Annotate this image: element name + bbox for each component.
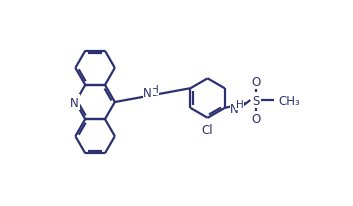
Text: CH₃: CH₃	[278, 94, 300, 107]
Text: H: H	[235, 99, 243, 109]
Text: N: N	[70, 96, 79, 109]
Text: S: S	[252, 94, 260, 107]
Text: O: O	[252, 113, 261, 126]
Text: N: N	[143, 86, 152, 99]
Text: H: H	[151, 85, 158, 95]
Text: N: N	[230, 103, 239, 116]
Text: Cl: Cl	[202, 123, 214, 136]
Text: O: O	[252, 75, 261, 88]
